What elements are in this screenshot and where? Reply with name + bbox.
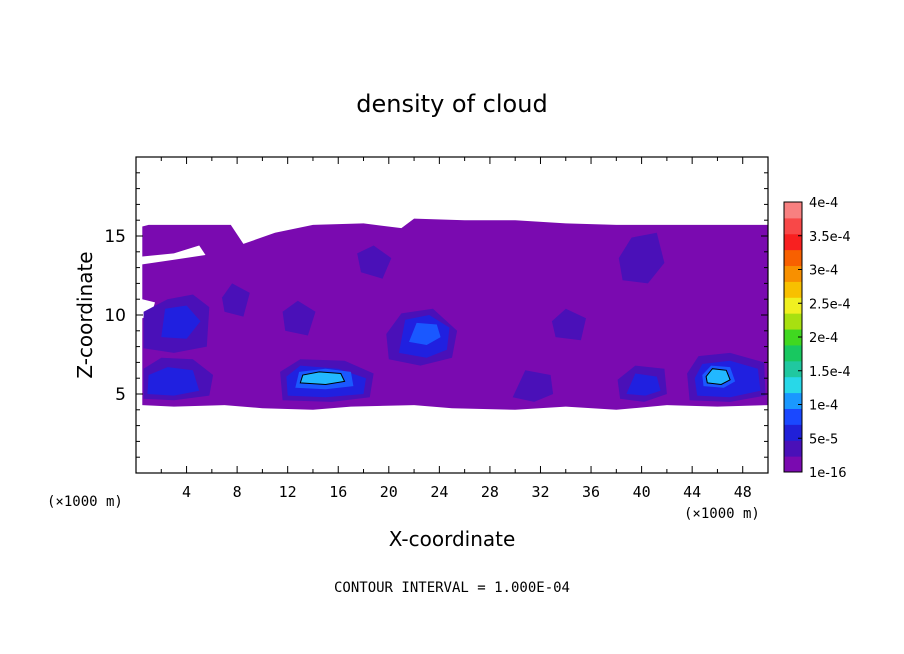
colorbar-label: 5e-5	[809, 432, 838, 447]
colorbar-label: 1e-4	[809, 399, 838, 414]
colorbar-swatch	[784, 424, 802, 441]
contour-region-level-3	[409, 322, 441, 345]
colorbar-swatch	[784, 265, 802, 282]
contour-region-level-1	[222, 283, 250, 317]
colorbar-swatch	[784, 344, 802, 362]
x-tick-label: 48	[734, 483, 752, 501]
colorbar-swatch	[784, 329, 802, 346]
colorbar-label: 3.5e-4	[809, 230, 851, 245]
x-tick-label: 20	[380, 483, 398, 501]
x-tick-label: 36	[582, 483, 600, 501]
contour-region-level-1	[551, 308, 586, 341]
contour-region-level-2	[147, 367, 200, 396]
y-tick-label: 15	[104, 227, 126, 247]
x-tick-label: 32	[531, 483, 549, 501]
colorbar-swatch	[784, 376, 802, 394]
plot-area	[142, 218, 769, 410]
colorbar: 1e-16 5e-5 1e-4 1.5e-4 2e-4 2.5e-4 3e-4 3.5e-4 4…	[783, 196, 851, 481]
x-tick-label: 8	[233, 483, 242, 501]
colorbar-swatch	[784, 408, 802, 425]
x-axis-label: X-coordinate	[389, 527, 516, 551]
colorbar-label: 2e-4	[809, 331, 838, 346]
contour-line	[299, 371, 346, 386]
colorbar-swatch	[784, 440, 802, 457]
colorbar-label: 3e-4	[809, 264, 838, 279]
x-axis-unit: (×1000 m)	[684, 506, 760, 522]
contour-region-level-2	[161, 305, 201, 339]
y-axis-label: Z-coordinate	[73, 251, 97, 378]
colorbar-swatch	[784, 202, 802, 219]
colorbar-swatch	[784, 233, 802, 251]
contour-line	[705, 368, 731, 386]
contour-region-level-4	[706, 368, 731, 385]
x-tick-label: 24	[430, 483, 448, 501]
colorbar-swatch	[784, 297, 802, 314]
colorbar-swatch	[784, 313, 802, 330]
x-axis-ticks: 4 8 12 16 20 24 28 32 36 40 44 48	[160, 157, 752, 501]
contour-interval-footer: CONTOUR INTERVAL = 1.000E-04	[334, 580, 570, 596]
x-tick-label: 40	[633, 483, 651, 501]
contour-region-level-1	[357, 245, 392, 279]
x-tick-label: 28	[481, 483, 499, 501]
y-axis-unit: (×1000 m)	[47, 494, 123, 510]
contour-region-level-1	[618, 232, 665, 284]
colorbar-label: 1e-16	[809, 466, 847, 481]
colorbar-label: 1.5e-4	[809, 365, 851, 380]
contour-region-level-1	[512, 370, 554, 402]
chart-title: density of cloud	[356, 90, 547, 118]
contour-region-level-1	[282, 300, 316, 336]
y-tick-label: 10	[104, 306, 126, 326]
contour-region-level-4	[300, 371, 345, 385]
x-tick-label: 44	[683, 483, 701, 501]
colorbar-swatch	[784, 456, 802, 473]
colorbar-label: 4e-4	[809, 196, 838, 211]
y-tick-label: 5	[115, 385, 126, 405]
colorbar-swatch	[784, 217, 802, 235]
x-tick-label: 16	[329, 483, 347, 501]
y-axis-ticks: 5 10 15	[104, 172, 768, 458]
x-tick-label: 12	[279, 483, 297, 501]
colorbar-swatch	[784, 360, 802, 378]
colorbar-swatch	[784, 392, 802, 409]
x-tick-label: 4	[182, 483, 191, 501]
contour-region-level-2	[626, 373, 661, 396]
colorbar-label: 2.5e-4	[809, 297, 851, 312]
colorbar-swatch	[784, 249, 802, 267]
colorbar-swatch	[784, 281, 802, 298]
